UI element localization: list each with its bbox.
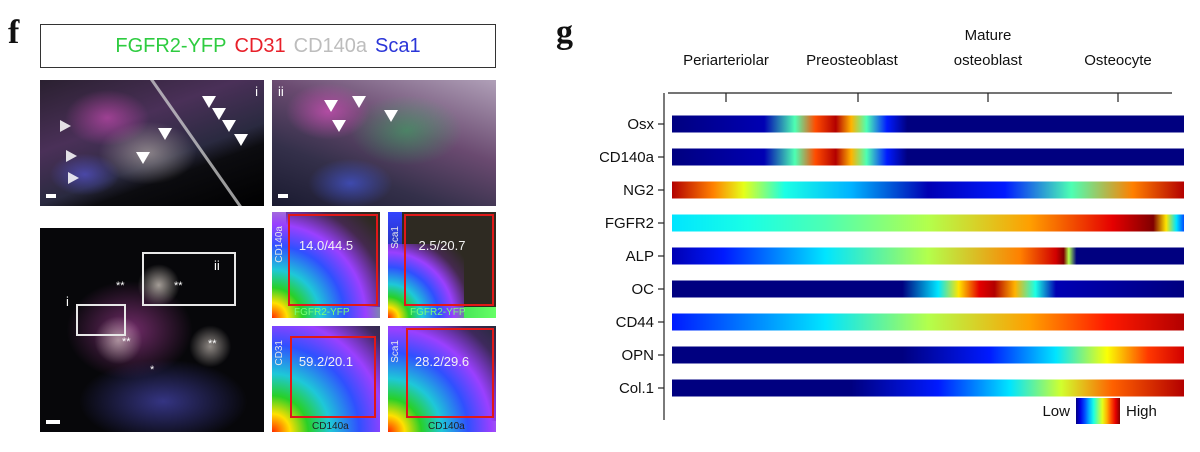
panel-f-letter: f [8, 14, 20, 51]
gene-label: ALP [626, 248, 654, 265]
heatmap-row-osx [672, 115, 1184, 133]
legend-sca1: Sca1 [375, 34, 421, 57]
micrograph-inset-ii: ii [272, 80, 496, 206]
gate-percentages: 14.0/44.5 [298, 238, 354, 253]
double-star-mark: ** [122, 336, 131, 348]
arrowhead-icon [212, 108, 226, 120]
heatmap-rows: Osx CD140a NG2 FGFR2 ALP OC CD44 OPN Col.1 [600, 115, 1184, 397]
y-axis-label: Sca1 [390, 226, 401, 249]
gate-percentages: 59.2/20.1 [298, 354, 354, 369]
stage-label-periarteriolar: Periarteriolar [683, 52, 769, 69]
gene-label: CD140a [600, 149, 655, 166]
open-arrowhead-icon [60, 120, 71, 132]
flow-plot-cd140a-vs-fgfr2: 14.0/44.5 CD140a FGFR2-YFP [272, 212, 380, 318]
heatmap-row-alp [672, 247, 1184, 265]
inset-i-label: i [255, 84, 258, 99]
heatmap-row-ng2 [672, 181, 1184, 199]
gate-percentages: 28.2/29.6 [414, 354, 470, 369]
flow-plot-sca1-vs-fgfr2: 2.5/20.7 Sca1 FGFR2-YFP [388, 212, 496, 318]
y-axis-label: Sca1 [390, 340, 401, 363]
gene-label: NG2 [623, 182, 654, 199]
inset-i-marker: i [66, 294, 69, 309]
arrowhead-icon [352, 96, 366, 108]
arrowhead-icon [332, 120, 346, 132]
arrowhead-icon [158, 128, 172, 140]
arrowhead-icon [136, 152, 150, 164]
gate-box [290, 336, 376, 418]
gene-label: CD44 [616, 314, 654, 331]
legend-low-label: Low [1042, 403, 1070, 420]
color-scale-bar [1076, 398, 1120, 424]
legend-high-label: High [1126, 403, 1157, 420]
heatmap-row-oc [672, 280, 1184, 298]
expression-heatmap: Periarteriolar Preosteoblast Mature oste… [600, 27, 1184, 424]
gene-label: Col.1 [619, 380, 654, 397]
scale-bar [46, 194, 56, 198]
double-star-mark: ** [174, 280, 183, 292]
scale-bar [278, 194, 288, 198]
inset-ii-label: ii [278, 84, 284, 99]
legend-fgfr2-yfp: FGFR2-YFP [115, 34, 227, 57]
inset-ii-box [142, 252, 236, 306]
single-star-mark: * [150, 364, 155, 376]
heatmap-row-cd140a [672, 148, 1184, 166]
double-star-mark: ** [208, 338, 217, 350]
gene-label: FGFR2 [605, 215, 654, 232]
flow-plot-sca1-vs-cd140a: 28.2/29.6 Sca1 CD140a [388, 326, 496, 432]
legend-cd140a: CD140a [293, 34, 368, 57]
arrowhead-icon [222, 120, 236, 132]
x-axis-label: CD140a [312, 421, 349, 432]
heatmap-row-col1 [672, 379, 1184, 397]
inset-ii-marker: ii [214, 258, 220, 273]
x-axis-label: CD140a [428, 421, 465, 432]
gene-label: Osx [627, 116, 654, 133]
stage-label-osteocyte: Osteocyte [1084, 52, 1152, 69]
heatmap-row-fgfr2 [672, 214, 1184, 232]
arrowhead-icon [324, 100, 338, 112]
x-axis-label: FGFR2-YFP [410, 307, 466, 318]
legend-cd31: CD31 [234, 34, 286, 57]
gate-box [406, 328, 494, 418]
density-cloud [272, 212, 380, 318]
stage-label-preosteoblast: Preosteoblast [806, 52, 899, 69]
heatmap-row-cd44 [672, 313, 1184, 331]
arrowhead-icon [384, 110, 398, 122]
micrograph-low-magnification: i ii ** ** ** ** * [40, 228, 264, 432]
double-star-mark: ** [116, 280, 125, 292]
gene-label: OPN [621, 347, 654, 364]
gate-percentages: 2.5/20.7 [418, 238, 466, 253]
channel-legend: FGFR2-YFP CD31 CD140a Sca1 [40, 24, 496, 68]
gene-label: OC [632, 281, 655, 298]
x-axis-label: FGFR2-YFP [294, 307, 350, 318]
stage-label-mature: Mature [965, 27, 1012, 44]
y-axis-label: CD140a [274, 226, 285, 263]
gate-box [288, 214, 378, 306]
gate-box [404, 214, 494, 306]
open-arrowhead-icon [68, 172, 79, 184]
stage-label-osteoblast: osteoblast [954, 52, 1023, 69]
y-axis-label: CD31 [274, 340, 285, 366]
inset-i-box [76, 304, 126, 336]
open-arrowhead-icon [66, 150, 77, 162]
arrowhead-icon [202, 96, 216, 108]
flow-plot-cd31-vs-cd140a: 59.2/20.1 CD31 CD140a [272, 326, 380, 432]
panel-g-letter: g [556, 14, 573, 51]
scale-bar [46, 420, 60, 424]
arrowhead-icon [234, 134, 248, 146]
heatmap-row-opn [672, 346, 1184, 364]
micrograph-inset-i: i [40, 80, 264, 206]
